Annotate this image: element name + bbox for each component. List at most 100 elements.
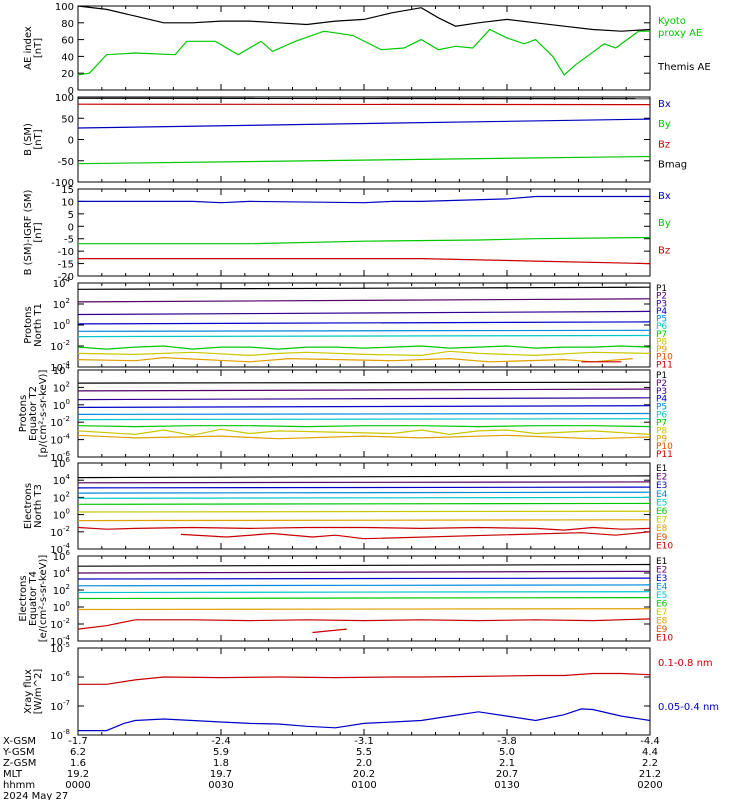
y-tick-label: 102 (53, 490, 70, 504)
legend-entry: P7 (656, 418, 667, 428)
legend-entry: E6 (656, 600, 668, 610)
y-tick-label: 0 (68, 86, 74, 97)
y-tick-label: 10-4 (50, 542, 70, 556)
y-tick-label: -100 (51, 178, 74, 189)
y-tick-label: 104 (53, 276, 71, 290)
series-line-by (78, 236, 651, 245)
right-label: 0.1-0.8 nm (658, 658, 713, 669)
y-tick-label: 100 (53, 398, 70, 412)
x-tick-value: 20.7 (496, 769, 518, 780)
series-line-by (77, 155, 651, 165)
legend-entry: P3 (656, 387, 667, 397)
series-line-p3 (77, 397, 651, 401)
y-tick-label: 102 (53, 297, 70, 311)
legend-entry: P3 (656, 299, 667, 309)
x-row-label: MLT (3, 769, 23, 780)
legend-entry: P8 (656, 426, 667, 436)
legend-entry: E9 (656, 533, 668, 543)
series-line-p5 (77, 329, 651, 332)
y-tick-label: 0 (68, 222, 74, 233)
x-tick-value: 4.4 (642, 747, 658, 758)
x-tick-value: 0130 (494, 780, 519, 791)
x-tick-value: -4.4 (640, 736, 660, 747)
x-tick-value: 5.5 (356, 747, 372, 758)
series-line-p8 (77, 428, 651, 436)
right-label: Bx (658, 99, 671, 110)
series-line-e9 (312, 628, 347, 634)
series-line-e6 (77, 502, 651, 505)
legend-entry: E6 (656, 507, 668, 517)
y-tick-label: 10-7 (50, 699, 70, 713)
series-line-e5 (77, 496, 651, 499)
legend-entry: P4 (656, 307, 667, 317)
series-line-e8 (77, 519, 651, 522)
series-line-themis-ae (77, 5, 651, 32)
y-axis-label: [nT] (33, 222, 44, 242)
right-label: proxy AE (658, 28, 702, 39)
legend-entry: P4 (656, 395, 667, 405)
right-label: Bmag (658, 160, 687, 171)
y-axis-label: B (SM)-IGRF (SM) (23, 190, 34, 276)
series-line-p7 (77, 425, 651, 428)
right-label: Bz (658, 245, 670, 256)
y-tick-label: 20 (61, 69, 74, 80)
series-line-e4 (77, 584, 651, 587)
y-tick-label: 10-4 (50, 360, 70, 374)
x-tick-value: 2.0 (356, 758, 372, 769)
series-line-e3 (77, 486, 651, 489)
series-line-e2 (77, 570, 651, 574)
x-row-label: 2024 May 27 (3, 791, 68, 800)
y-axis-label: North T1 (33, 303, 44, 347)
series-line-p4 (77, 405, 651, 408)
y-axis-label: [e/(cm²-s-sr-keV)] (38, 555, 49, 643)
y-tick-label: 100 (53, 508, 70, 522)
x-tick-value: 2.1 (499, 758, 515, 769)
y-tick-label: 50 (61, 114, 74, 125)
y-axis-label: Electrons (23, 483, 34, 529)
y-axis-label: [nT] (33, 129, 44, 149)
y-axis-label: AE index (23, 26, 34, 70)
y-tick-label: 10-2 (50, 415, 70, 429)
y-axis-label: Equator T2 (28, 386, 39, 441)
legend-entry: P2 (656, 292, 667, 302)
legend-entry: P7 (656, 330, 667, 340)
x-tick-value: 19.7 (210, 769, 232, 780)
y-axis-label: Protons (23, 306, 34, 343)
y-tick-label: 10-8 (50, 728, 70, 742)
x-tick-value: -1.7 (68, 736, 88, 747)
series-line-p3 (77, 310, 651, 316)
panel-frame (77, 96, 651, 183)
series-line-e5 (77, 591, 651, 594)
panel-frame (77, 188, 651, 277)
legend-entry: E7 (656, 608, 667, 618)
series-line-p6 (77, 334, 651, 338)
series-line-e9 (77, 526, 651, 531)
legend-entry: E10 (656, 634, 673, 644)
series-line-p1 (77, 286, 651, 290)
y-axis-label: Protons (18, 395, 29, 432)
panel-7: 106 104 102 100 10-2 10-4 Electrons Equator T4[… (18, 549, 673, 648)
series-line-e4 (77, 491, 651, 494)
y-axis-label: [p/(cm²-s-sr-keV)] (38, 370, 49, 458)
legend-entry: P2 (656, 379, 667, 389)
x-tick-value: 2.2 (642, 758, 658, 769)
series-line-p9 (77, 356, 633, 363)
y-tick-label: 10-2 (50, 617, 70, 631)
series-line-bx (78, 195, 650, 204)
y-tick-label: 10-6 (50, 450, 70, 464)
y-tick-label: 0 (68, 136, 74, 147)
panel-2: 100 50 0 -50 -100 B (SM) [nT] Bx By Bz Bmag (23, 93, 687, 189)
series-line-p2 (77, 388, 651, 392)
x-tick-value: -3.1 (354, 736, 374, 747)
series-line-p5 (77, 412, 651, 415)
legend-entry: E1 (656, 464, 667, 474)
y-tick-label: -20 (58, 272, 74, 283)
y-axis-label: Electrons (18, 575, 29, 621)
y-tick-label: 60 (61, 36, 74, 47)
y-tick-label: 10-6 (50, 670, 70, 684)
legend-entry: E7 (656, 516, 667, 526)
x-row-label: Y-GSM (2, 747, 35, 758)
